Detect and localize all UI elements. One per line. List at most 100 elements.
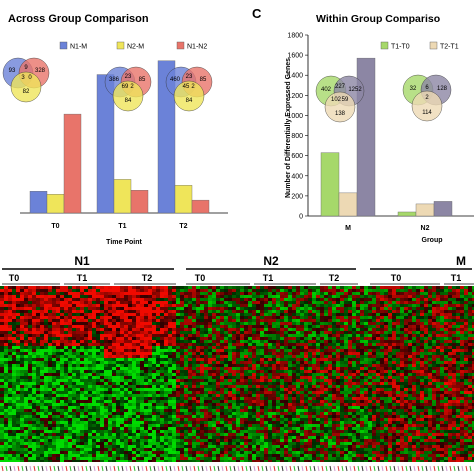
heatmap-cell (16, 349, 20, 352)
heatmap-cell (300, 379, 304, 382)
heatmap-cell (184, 397, 188, 400)
heatmap-cell (352, 304, 356, 307)
venn-value: 32 (410, 86, 417, 92)
heatmap-cell (152, 388, 156, 391)
heatmap-cell (452, 328, 456, 331)
heatmap-cell (32, 394, 36, 397)
heatmap-cell (284, 349, 288, 352)
heatmap-cell (424, 361, 428, 364)
heatmap-cell (120, 334, 124, 337)
heatmap-cell (12, 337, 16, 340)
heatmap-cell (52, 349, 56, 352)
heatmap-cell (240, 370, 244, 373)
heatmap-cell (468, 373, 472, 376)
heatmap-cell (80, 376, 84, 379)
heatmap-cell (300, 313, 304, 316)
heatmap-cell (236, 349, 240, 352)
heatmap-cell (8, 349, 12, 352)
heatmap-cell (100, 334, 104, 337)
heatmap-cell (156, 349, 160, 352)
heatmap-cell (124, 292, 128, 295)
heatmap-cell (308, 319, 312, 322)
heatmap-cell (228, 355, 232, 358)
heatmap-cell (12, 340, 16, 343)
heatmap-cell (316, 289, 320, 292)
heatmap-cell (132, 382, 136, 385)
heatmap-cell (108, 292, 112, 295)
heatmap-cell (144, 328, 148, 331)
heatmap-cell (4, 376, 8, 379)
heatmap-cell (188, 388, 192, 391)
heatmap-cell (288, 331, 292, 334)
heatmap-cell (340, 385, 344, 388)
heatmap-cell (128, 304, 132, 307)
heatmap-cell (468, 343, 472, 346)
heatmap-cell (240, 394, 244, 397)
heatmap-cell (204, 349, 208, 352)
heatmap-cell (88, 400, 92, 403)
heatmap-cell (380, 325, 384, 328)
heatmap-cell (300, 322, 304, 325)
heatmap-cell (416, 400, 420, 403)
heatmap-cell (124, 316, 128, 319)
heatmap-cell (116, 328, 120, 331)
heatmap-cell (324, 304, 328, 307)
heatmap-cell (256, 385, 260, 388)
heatmap-cell (288, 328, 292, 331)
heatmap-cell (328, 286, 332, 289)
heatmap-cell (284, 298, 288, 301)
heatmap-cell (384, 331, 388, 334)
heatmap-cell (132, 313, 136, 316)
heatmap-cell (268, 367, 272, 370)
heatmap-cell (292, 385, 296, 388)
heatmap-cell (248, 349, 252, 352)
heatmap-cell (68, 304, 72, 307)
heatmap-cell (436, 337, 440, 340)
heatmap-cell (436, 352, 440, 355)
heatmap-cell (276, 358, 280, 361)
heatmap-cell (240, 319, 244, 322)
heatmap-cell (304, 391, 308, 394)
heatmap-cell (432, 328, 436, 331)
heatmap-cell (68, 346, 72, 349)
heatmap-cell (436, 349, 440, 352)
heatmap-cell (196, 352, 200, 355)
heatmap-cell (104, 346, 108, 349)
heatmap-cell (424, 379, 428, 382)
heatmap-cell (108, 322, 112, 325)
heatmap-cell (144, 307, 148, 310)
heatmap-cell (136, 298, 140, 301)
heatmap-cell (164, 337, 168, 340)
heatmap-cell (348, 298, 352, 301)
heatmap-cell (100, 340, 104, 343)
heatmap-cell (32, 406, 36, 409)
heatmap-cell (396, 295, 400, 298)
heatmap-cell (464, 292, 468, 295)
heatmap-cell (152, 406, 156, 409)
heatmap-cell (192, 349, 196, 352)
heatmap-cell (4, 361, 8, 364)
heatmap-cell (224, 400, 228, 403)
heatmap-cell (324, 376, 328, 379)
heatmap-cell (0, 406, 4, 409)
heatmap-cell (440, 286, 444, 289)
heatmap-cell (84, 400, 88, 403)
heatmap-cell (84, 364, 88, 367)
heatmap-cell (452, 361, 456, 364)
heatmap-cell (404, 373, 408, 376)
heatmap-cell (72, 298, 76, 301)
heatmap-cell (356, 385, 360, 388)
heatmap-cell (192, 367, 196, 370)
heatmap-cell (304, 343, 308, 346)
heatmap-cell (320, 304, 324, 307)
heatmap-cell (256, 343, 260, 346)
heatmap-cell (228, 349, 232, 352)
heatmap-cell (136, 358, 140, 361)
heatmap-cell (392, 319, 396, 322)
heatmap-cell (264, 289, 268, 292)
heatmap-cell (132, 376, 136, 379)
heatmap-cell (336, 292, 340, 295)
heatmap-cell (108, 382, 112, 385)
heatmap-cell (460, 304, 464, 307)
heatmap-cell (288, 394, 292, 397)
